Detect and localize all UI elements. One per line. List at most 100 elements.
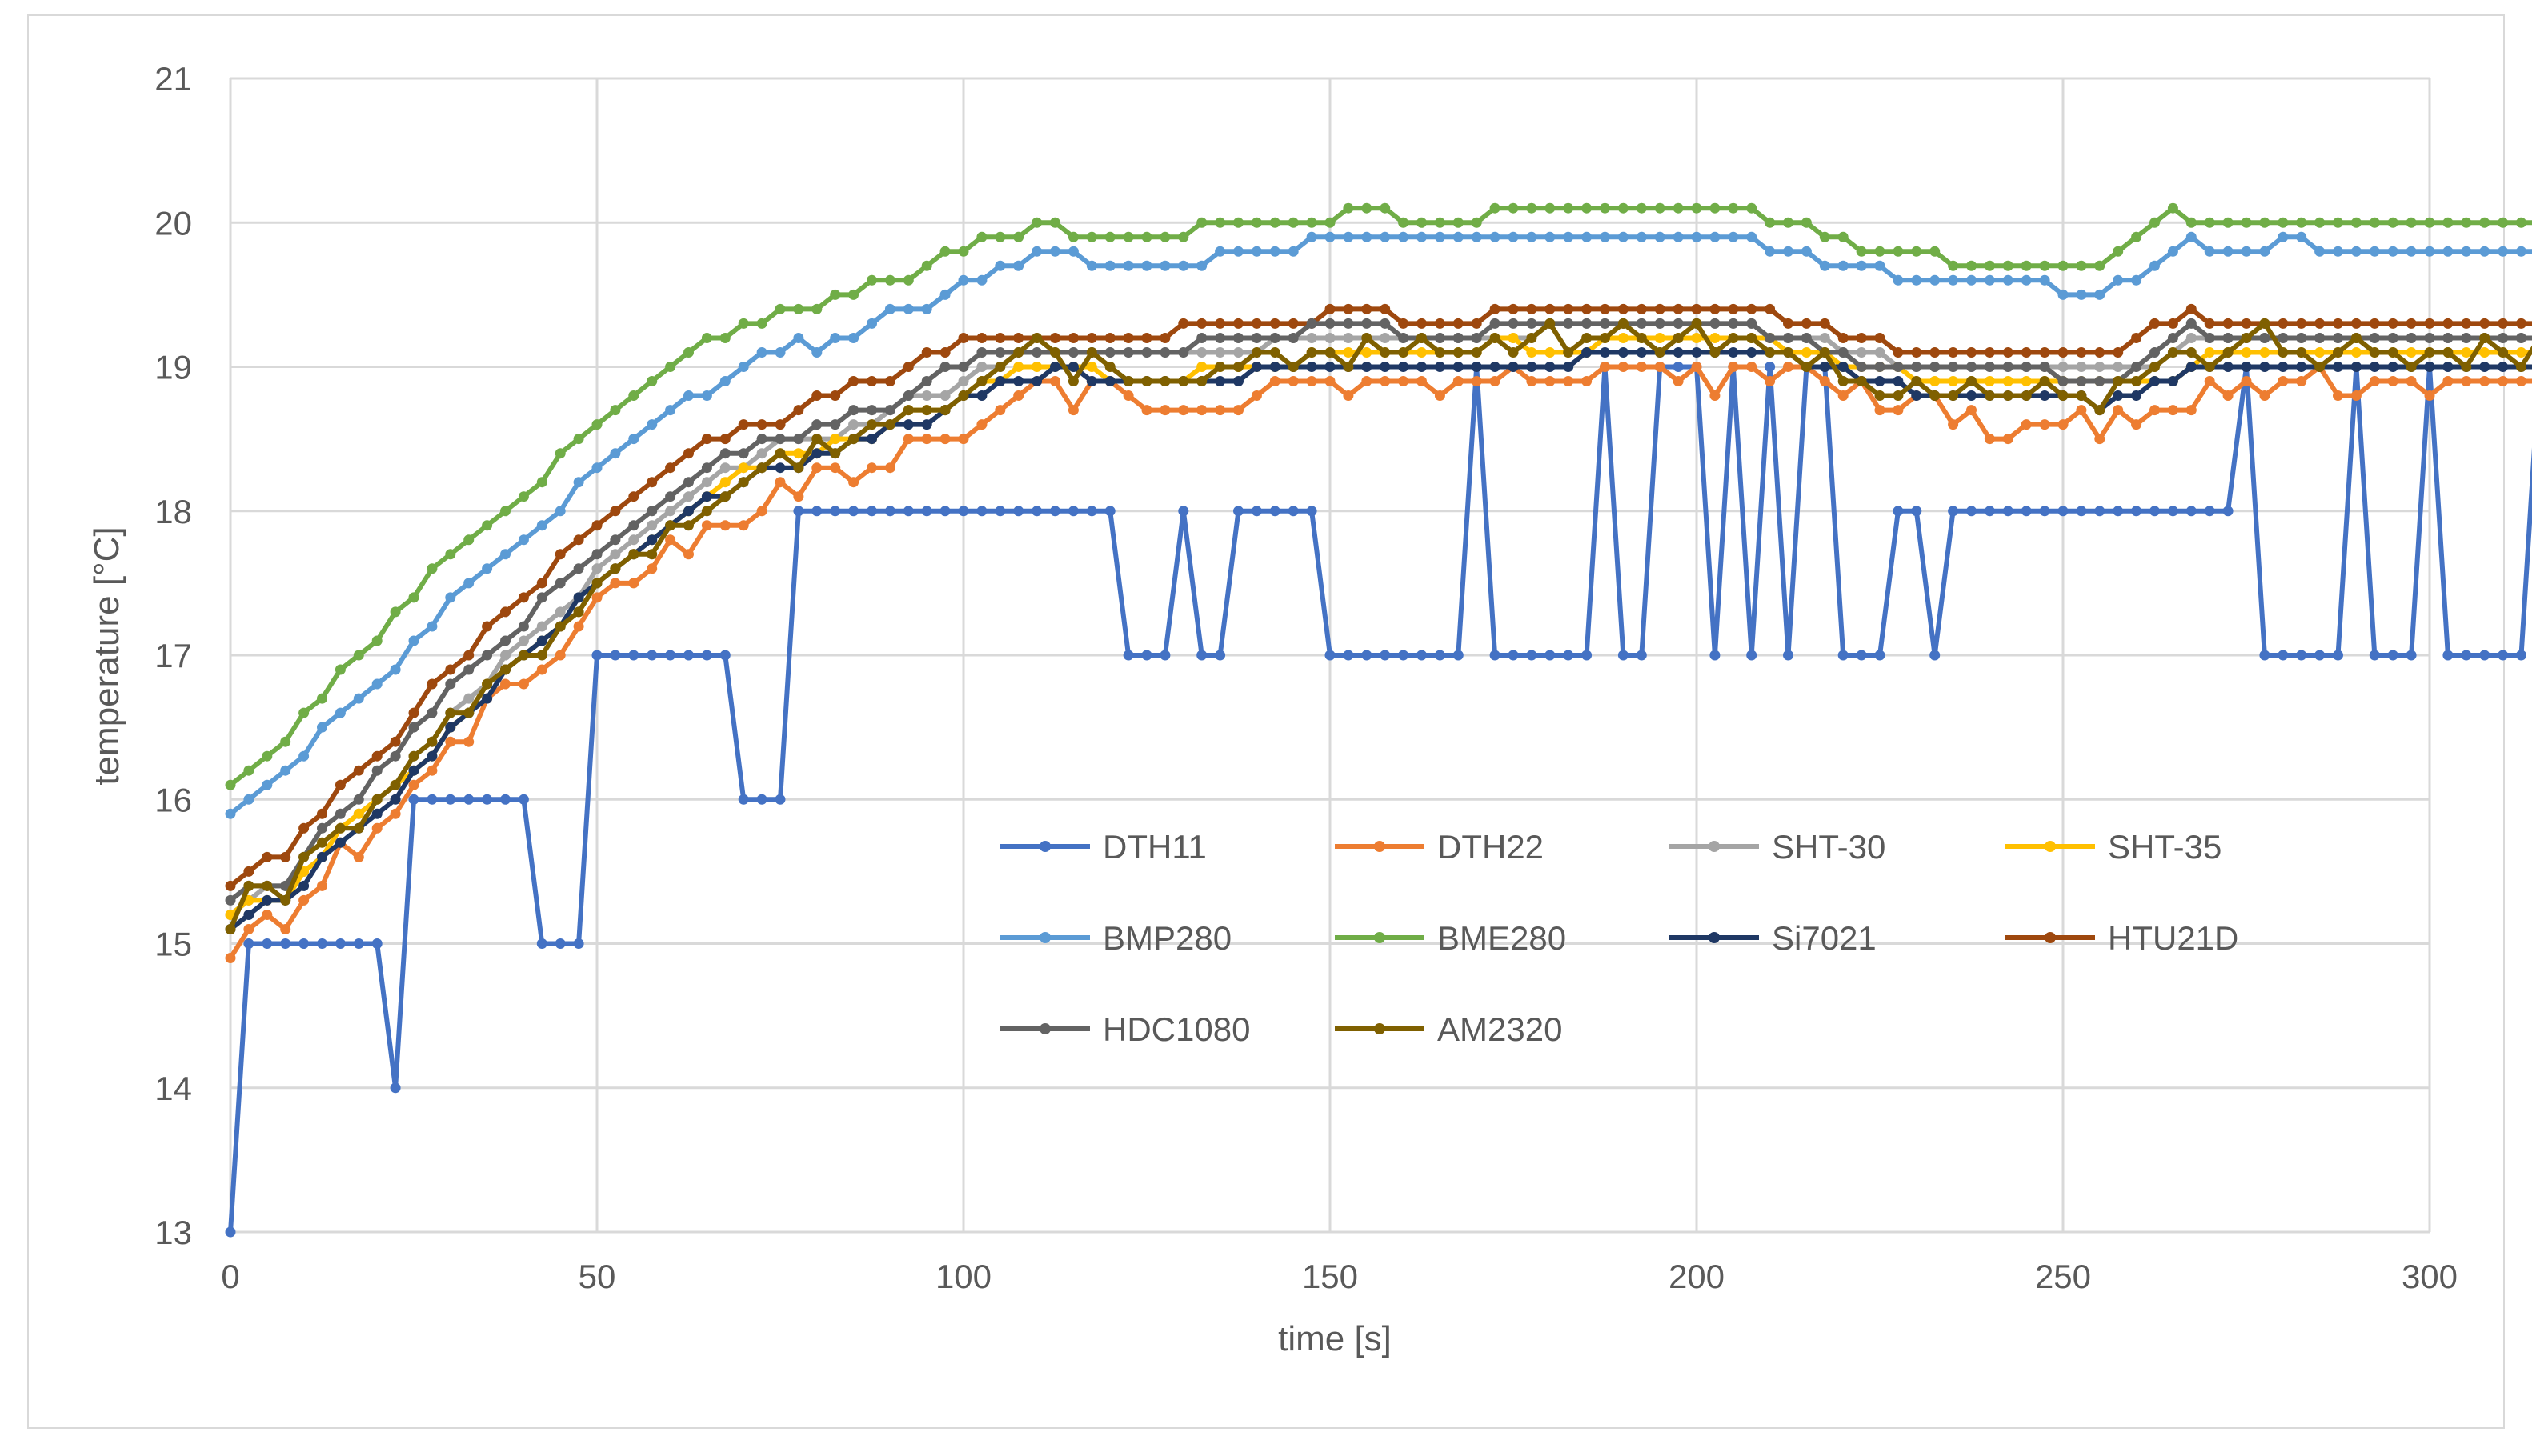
data-point <box>353 851 364 862</box>
data-point <box>719 333 731 343</box>
data-point <box>591 462 603 474</box>
data-point <box>1508 362 1519 372</box>
data-point <box>628 491 639 502</box>
data-point <box>591 563 603 574</box>
data-point <box>2516 362 2526 372</box>
data-point <box>2222 362 2234 372</box>
data-point <box>2314 650 2326 661</box>
data-point <box>647 563 658 574</box>
data-point <box>775 419 786 430</box>
data-point <box>518 491 529 502</box>
data-point <box>2442 333 2454 343</box>
data-point <box>1673 318 1684 329</box>
series-dth22 <box>225 362 2532 963</box>
data-point <box>2461 217 2472 228</box>
data-point <box>536 592 547 603</box>
data-point <box>1013 362 1024 372</box>
data-point <box>445 592 456 603</box>
legend-label: Si7021 <box>1772 919 1877 957</box>
data-point <box>2516 318 2526 329</box>
data-point <box>1251 390 1262 401</box>
data-point <box>243 938 254 949</box>
data-point <box>683 448 694 459</box>
data-point <box>848 434 859 445</box>
data-point <box>867 462 877 474</box>
legend-item-dth11: DTH11 <box>1000 828 1207 866</box>
data-point <box>2131 419 2142 430</box>
data-point <box>1581 231 1593 242</box>
data-point <box>298 938 310 949</box>
data-point <box>1471 347 1482 358</box>
data-point <box>1032 246 1043 257</box>
data-point <box>1123 390 1134 401</box>
data-point <box>1196 650 1208 661</box>
data-point <box>683 506 694 517</box>
data-point <box>1709 231 1721 242</box>
data-point <box>2461 246 2472 257</box>
data-point <box>2479 376 2490 386</box>
data-point <box>1911 506 1922 517</box>
data-point <box>243 794 254 805</box>
data-point <box>1728 303 1739 314</box>
data-point <box>573 621 584 632</box>
legend-label: SHT-30 <box>1772 828 1885 866</box>
data-point <box>1398 231 1409 242</box>
data-point <box>701 390 712 401</box>
data-point <box>371 750 383 762</box>
data-point <box>628 520 639 531</box>
data-point <box>2278 362 2289 372</box>
data-point <box>2259 650 2270 661</box>
data-point <box>2185 506 2197 517</box>
data-point <box>2314 217 2326 228</box>
legend-marker <box>1040 1023 1051 1034</box>
data-point <box>1416 650 1427 661</box>
data-point <box>390 664 401 675</box>
data-point <box>1783 333 1793 343</box>
data-point <box>1636 303 1647 314</box>
data-point <box>1874 376 1885 386</box>
data-point <box>2314 347 2326 358</box>
data-point <box>555 938 566 949</box>
data-point <box>2222 506 2234 517</box>
data-point <box>1471 318 1482 329</box>
data-point <box>921 260 932 271</box>
data-point <box>738 794 749 805</box>
data-point <box>1691 347 1702 358</box>
data-point <box>793 491 804 502</box>
data-point <box>1856 650 1867 661</box>
data-point <box>2021 362 2032 372</box>
legend-item-si7021: Si7021 <box>1669 919 1877 957</box>
data-point <box>1948 390 1959 401</box>
data-point <box>793 506 804 517</box>
data-point <box>2259 318 2270 329</box>
data-point <box>1452 376 1464 386</box>
data-point <box>1471 376 1482 386</box>
data-point <box>1251 506 1262 517</box>
data-point <box>2442 318 2454 329</box>
data-point <box>1343 362 1354 372</box>
data-point <box>2350 333 2362 343</box>
data-point <box>1215 405 1226 416</box>
data-point <box>1361 362 1372 372</box>
data-point <box>2149 260 2160 271</box>
data-point <box>1398 650 1409 661</box>
data-point <box>2204 376 2215 386</box>
data-point <box>775 347 786 358</box>
data-point <box>371 635 383 646</box>
data-point <box>756 794 767 805</box>
data-point <box>1709 390 1721 401</box>
data-point <box>390 606 401 618</box>
data-point <box>1233 405 1244 416</box>
data-point <box>2387 650 2398 661</box>
data-point <box>830 462 841 474</box>
data-point <box>1691 202 1702 214</box>
data-point <box>756 318 767 329</box>
data-point <box>500 650 511 661</box>
data-point <box>2057 419 2069 430</box>
data-point <box>1343 650 1354 661</box>
data-point <box>1380 333 1391 343</box>
data-point <box>903 405 914 416</box>
data-point <box>1508 231 1519 242</box>
data-point <box>1434 650 1445 661</box>
data-point <box>1269 362 1280 372</box>
